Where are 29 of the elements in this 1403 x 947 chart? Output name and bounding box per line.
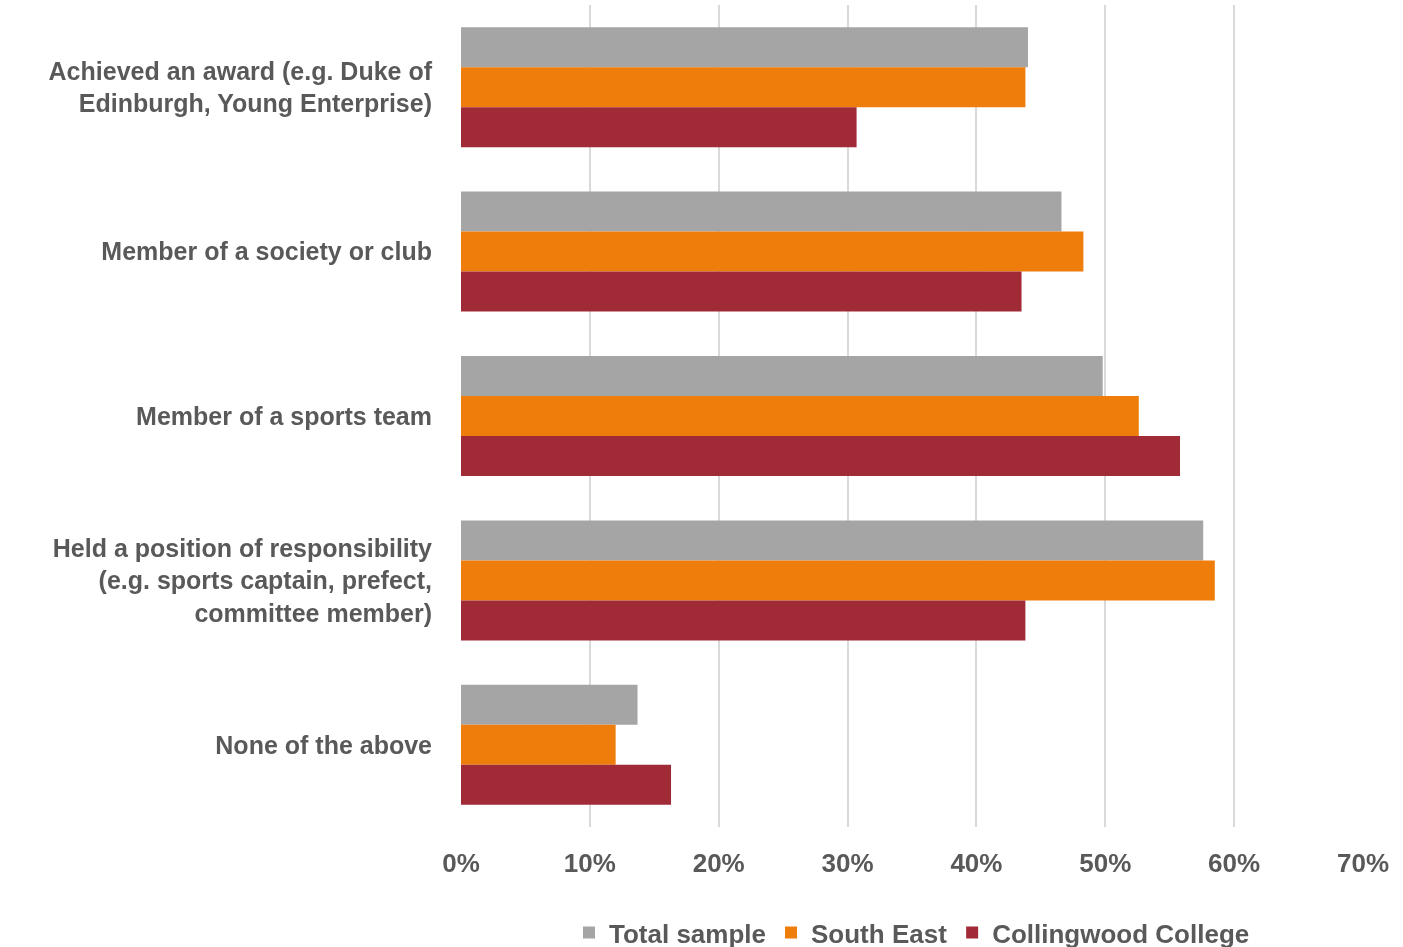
x-tick-label: 50% (1079, 848, 1132, 878)
x-tick-label: 20% (692, 848, 745, 878)
bar (461, 191, 1062, 232)
bar (461, 764, 672, 805)
y-tick-label: Member of a society or club (101, 237, 432, 266)
bar (461, 520, 1204, 561)
x-tick-label: 60% (1208, 848, 1261, 878)
x-tick-label: 40% (950, 848, 1003, 878)
bar (461, 560, 1215, 601)
bar (461, 67, 1026, 108)
x-tick-label: 70% (1336, 848, 1390, 878)
y-tick-label: None of the above (215, 730, 433, 759)
bar (461, 436, 1181, 477)
bar (461, 396, 1139, 436)
bar (461, 231, 1084, 272)
bar (461, 355, 1103, 396)
legend-label: South East (811, 918, 948, 947)
bar (461, 107, 857, 148)
bar (461, 271, 1022, 312)
y-tick-label: Held a position of responsibility (e.g. sports captain, prefect, committee member) (52, 533, 433, 627)
bar (461, 600, 1026, 641)
bar (461, 684, 638, 725)
y-tick-label: Achieved an award (e.g. Duke of Edinburgh, Young Enterprise) (48, 56, 433, 118)
x-tick-label: 0% (442, 848, 480, 878)
x-tick-label: 10% (563, 848, 616, 878)
y-tick-label: Member of a sports team (136, 401, 432, 430)
bar (461, 724, 616, 765)
x-tick-label: 30% (821, 848, 874, 878)
bar (461, 27, 1028, 68)
